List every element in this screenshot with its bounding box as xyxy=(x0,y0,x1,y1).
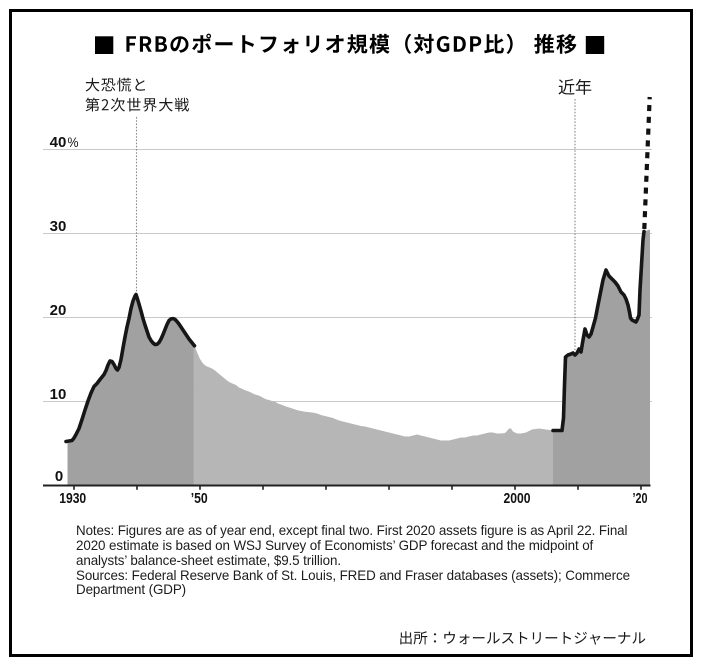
svg-text:%: % xyxy=(68,135,79,150)
svg-text:40: 40 xyxy=(50,134,67,151)
svg-text:0: 0 xyxy=(55,468,63,485)
svg-text:30: 30 xyxy=(50,218,67,235)
svg-text:’20: ’20 xyxy=(633,490,648,507)
svg-text:20: 20 xyxy=(50,302,67,319)
svg-text:2000: 2000 xyxy=(504,490,531,507)
svg-text:’50: ’50 xyxy=(191,490,208,507)
svg-text:1930: 1930 xyxy=(59,490,86,507)
svg-text:10: 10 xyxy=(50,386,67,403)
